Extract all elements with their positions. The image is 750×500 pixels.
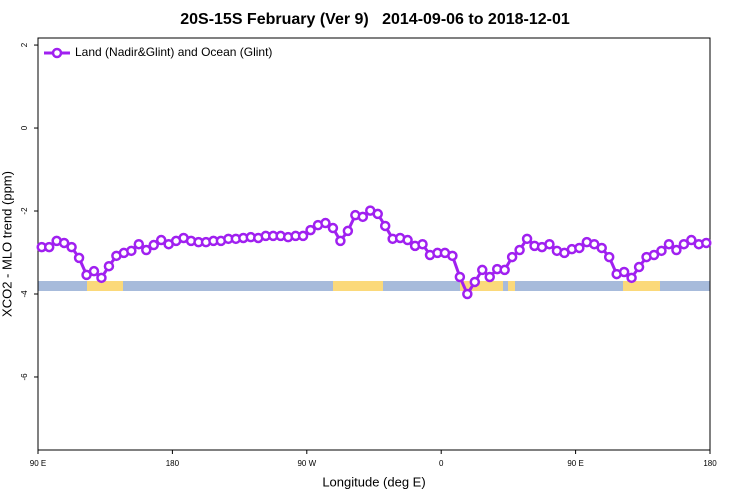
data-point [133,238,145,250]
data-point [484,271,495,283]
data-point [678,238,690,250]
land-band [333,281,383,291]
land-band [460,281,503,291]
data-point [73,252,85,264]
data-point [141,244,152,256]
data-point [686,234,697,246]
data-point [417,238,428,250]
x-tick-label: 90 W [297,459,316,468]
data-point [506,251,518,263]
data-point [357,211,369,223]
data-point [656,245,667,257]
surface-band [38,281,710,291]
data-point [596,242,607,254]
data-point [379,220,391,232]
data-point [671,244,682,256]
land-band [623,281,660,291]
data-point [663,238,675,250]
data-point [148,239,159,251]
data-point [648,249,660,261]
x-tick-label: 0 [439,459,444,468]
data-point [701,237,712,249]
data-point [297,230,309,242]
data-point [462,288,473,300]
land-band [508,281,515,291]
land-band [87,281,123,291]
x-tick-label: 90 E [30,459,46,468]
data-point [402,234,413,246]
x-tick-label: 180 [703,459,717,468]
legend-label: Land (Nadir&Glint) and Ocean (Glint) [75,45,272,59]
data-point [372,208,383,220]
y-tick-label: -6 [20,373,29,381]
data-point [447,250,458,262]
data-point [155,234,167,246]
data-point [320,217,331,229]
data-point [126,245,137,257]
data-point [342,225,354,237]
x-tick-label: 180 [166,459,180,468]
data-point [574,242,585,254]
data-point [633,261,645,273]
y-tick-label: -4 [20,290,29,298]
data-point [305,224,316,236]
data-point [43,241,55,253]
data-point [58,237,70,249]
data-point [544,238,555,250]
y-tick-label: 2 [20,42,29,47]
data-point [454,271,466,283]
data-point [618,266,630,278]
y-tick-label: -2 [20,207,29,215]
x-tick-label: 90 E [567,459,583,468]
data-point [499,264,510,276]
y-tick-label: 0 [20,125,29,130]
data-point [477,264,488,276]
y-axis-title: XCO2 - MLO trend (ppm) [0,171,14,317]
data-point [469,276,481,288]
data-point [603,251,615,263]
data-point [335,235,346,247]
data-point [521,233,533,245]
data-point [96,272,107,284]
data-point [327,222,339,234]
data-point [66,241,77,253]
chart-title: 20S-15S February (Ver 9) 2014-09-06 to 2… [180,11,570,28]
data-point [626,272,637,284]
x-axis-title: Longitude (deg E) [322,474,425,489]
data-point [103,260,115,272]
legend-marker [51,47,63,59]
data-point [88,265,100,277]
data-point [514,244,525,256]
